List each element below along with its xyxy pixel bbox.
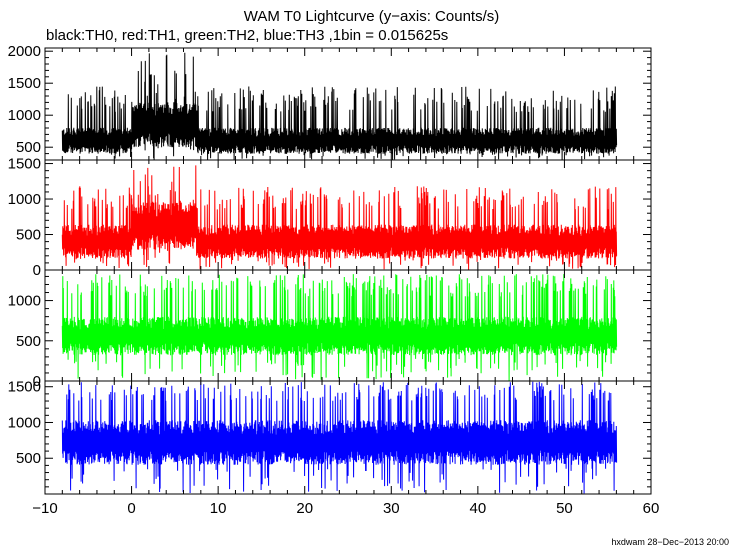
- series-line-th1: [61, 165, 618, 270]
- y-tick-label: 0: [33, 262, 41, 279]
- y-tick-label: 500: [16, 450, 41, 467]
- x-tick-label: 50: [556, 500, 573, 517]
- x-tick-label: 60: [643, 500, 660, 517]
- y-tick-label: 1000: [8, 293, 41, 310]
- chart-title: WAM T0 Lightcurve (y−axis: Counts/s): [243, 8, 500, 25]
- x-tick-label: 10: [210, 500, 227, 517]
- panel-th0: 500 1000 1500 2000: [8, 43, 652, 161]
- chart-subtitle: black:TH0, red:TH1, green:TH2, blue:TH3 …: [46, 27, 449, 44]
- panel-th1: 0 500 1000 1500: [8, 156, 652, 279]
- y-tick-label: 500: [16, 333, 41, 350]
- panel-frame: [44, 380, 652, 495]
- panels-group: 5001000150020000500100015000500100050010…: [8, 43, 652, 495]
- x-tick-label: −10: [32, 500, 57, 517]
- y-tick-label: 2000: [8, 43, 41, 60]
- x-axis: −10 0 10 20 30 40 50 60: [32, 500, 659, 517]
- x-tick-label: 0: [127, 500, 135, 517]
- y-tick-label: 1500: [8, 75, 41, 92]
- y-tick-label: 1000: [8, 414, 41, 431]
- y-tick-label: 1000: [8, 107, 41, 124]
- y-tick-label: 1500: [8, 379, 41, 396]
- y-tick-label: 1000: [8, 191, 41, 208]
- y-tick-label: 500: [16, 139, 41, 156]
- panel-th3: 500 1000 1500: [8, 379, 652, 495]
- series-line-th2: [61, 274, 618, 381]
- x-tick-label: 40: [470, 500, 487, 517]
- series-line-th3: [61, 381, 618, 494]
- footer-credit: hxdwam 28−Dec−2013 20:00: [611, 537, 729, 547]
- y-tick-label: 0: [33, 373, 41, 390]
- x-tick-label: 30: [383, 500, 400, 517]
- panel-th2: 0 500 1000: [8, 269, 652, 390]
- series-line-th0: [61, 52, 618, 160]
- x-tick-label: 20: [296, 500, 313, 517]
- y-tick-label: 500: [16, 227, 41, 244]
- y-tick-label: 1500: [8, 156, 41, 173]
